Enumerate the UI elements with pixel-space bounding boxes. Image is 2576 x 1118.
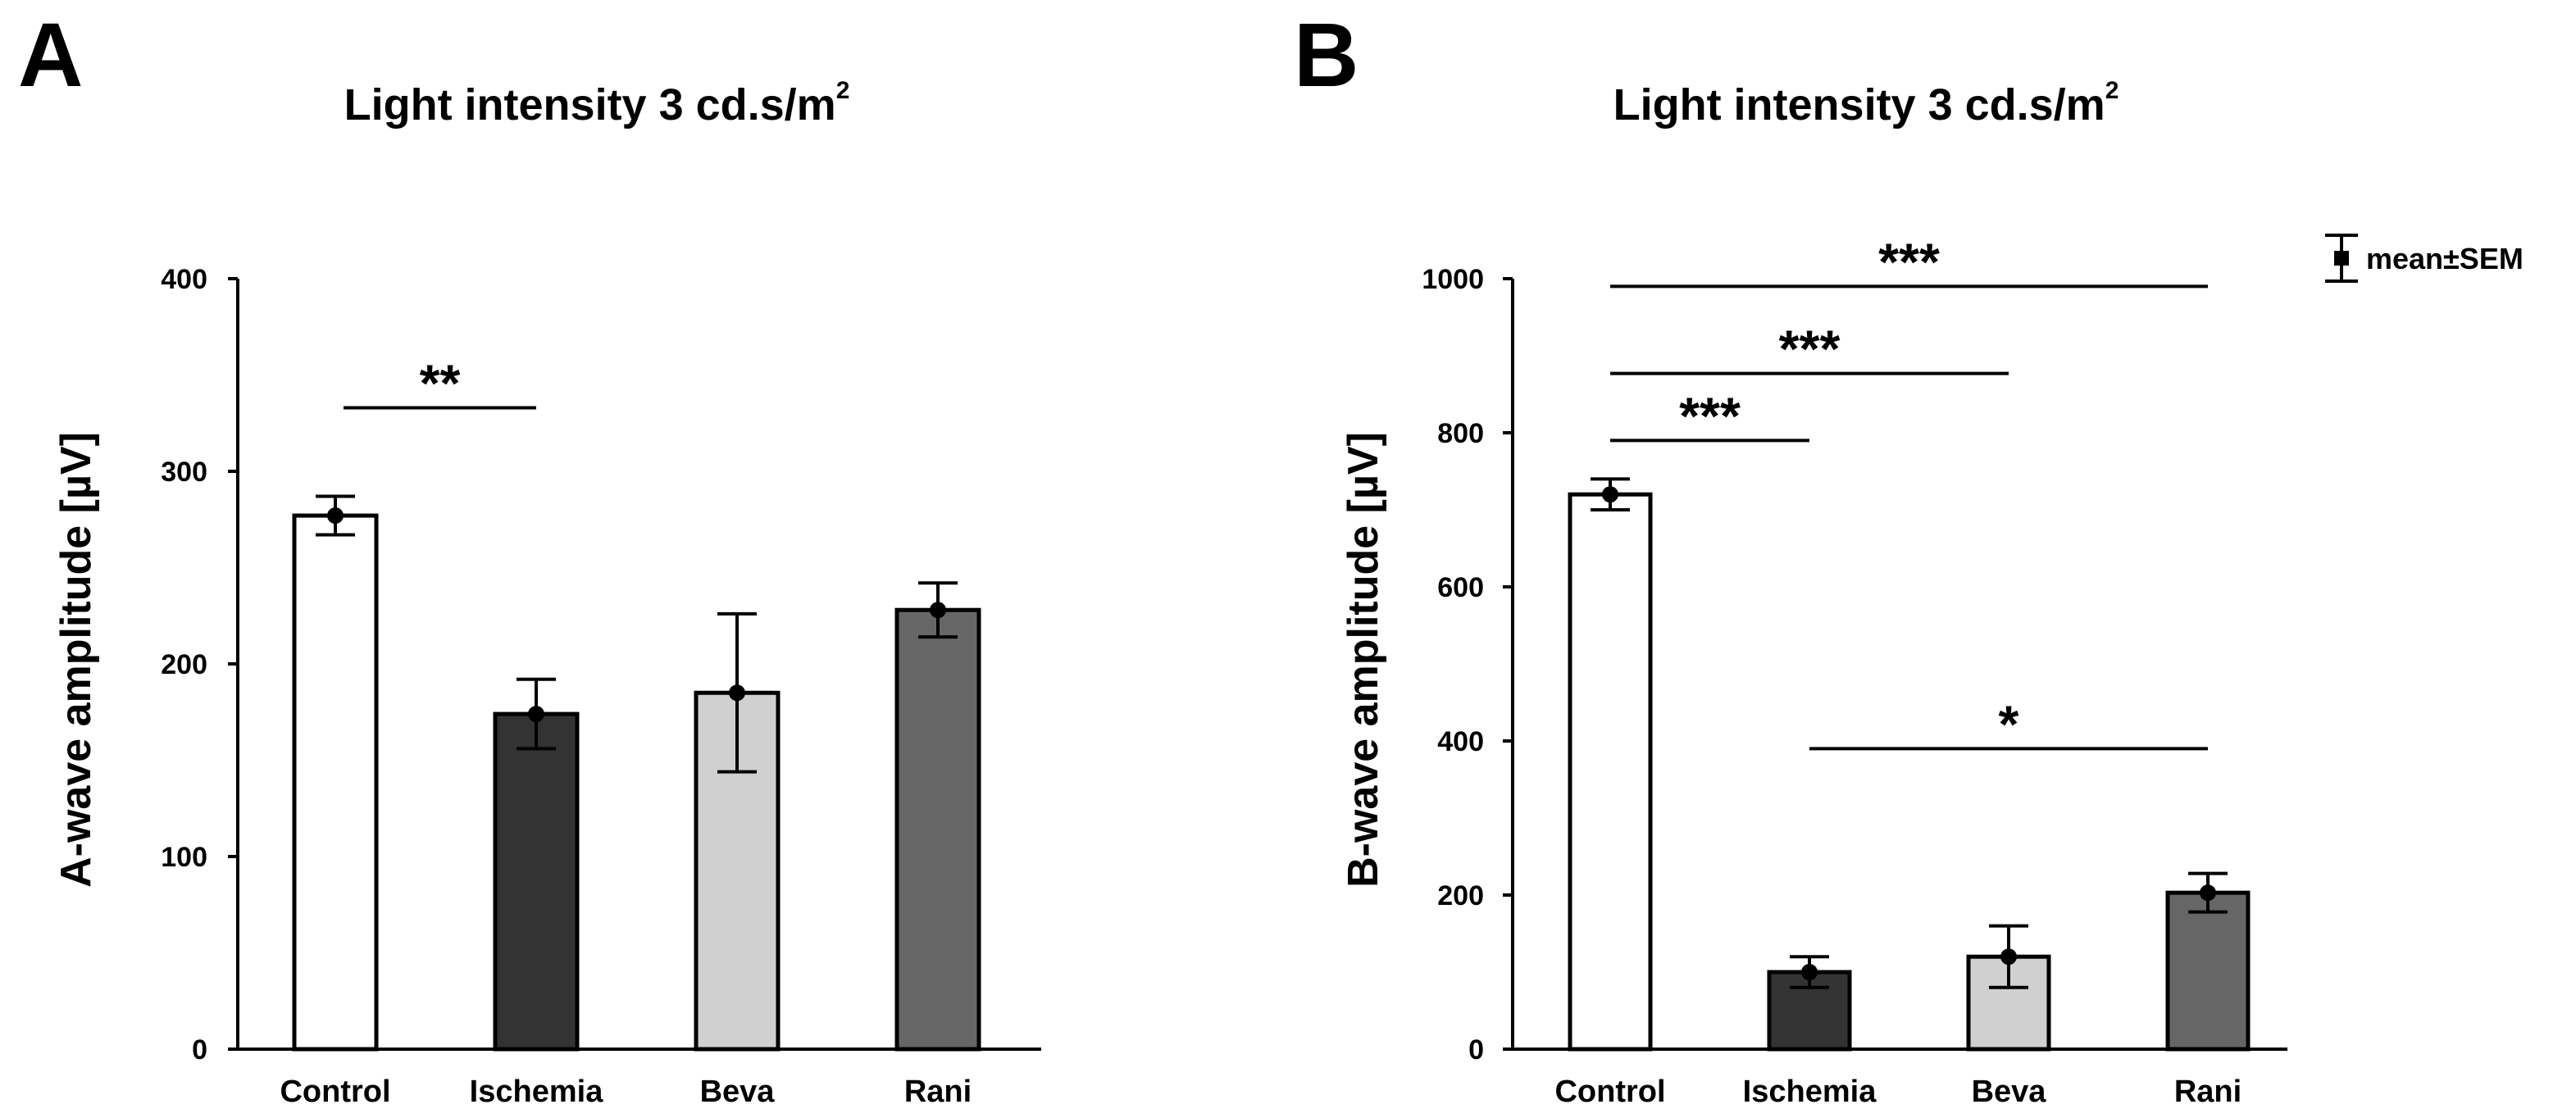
bar-rani: [2165, 890, 2251, 1052]
chart-title: Light intensity 3 cd.s/m2: [344, 77, 850, 130]
chart-panel-a: A Light intensity 3 cd.s/m2 0 100 200 300 400 A…: [18, 5, 1041, 1109]
x-tick-label: Rani: [904, 1075, 972, 1109]
x-tick-label: Control: [280, 1075, 390, 1109]
bar-ischemia: [493, 711, 580, 1052]
y-tick-label: 100: [161, 842, 207, 873]
significance-label: **: [420, 353, 461, 412]
x-tick-label: Control: [1554, 1075, 1665, 1109]
bar-control: [292, 513, 379, 1052]
bar-beva: [694, 690, 781, 1052]
x-tick-label: Ischemia: [1743, 1075, 1877, 1109]
y-tick-label: 300: [161, 457, 207, 488]
y-axis-label: B-wave amplitude [µV]: [1340, 432, 1387, 888]
mean-point: [729, 684, 745, 702]
y-axis-label: A-wave amplitude [µV]: [52, 432, 100, 888]
mean-point: [930, 602, 946, 619]
significance-label: ***: [1878, 232, 1940, 291]
significance-label: ***: [1779, 320, 1841, 379]
y-tick-label: 200: [161, 649, 207, 680]
mean-point: [1801, 964, 1818, 980]
x-tick-label: Beva: [700, 1075, 776, 1109]
panel-letter: B: [1294, 5, 1359, 106]
y-tick-label: 400: [1437, 726, 1484, 757]
y-tick-label: 1000: [1422, 264, 1484, 295]
legend-label: mean±SEM: [2366, 242, 2524, 275]
panel-letter: A: [18, 5, 83, 106]
mean-point: [2000, 948, 2017, 966]
y-tick-label: 600: [1437, 572, 1484, 603]
x-tick-label: Rani: [2174, 1075, 2241, 1109]
y-tick-label: 400: [161, 264, 207, 295]
mean-point: [1602, 486, 1618, 503]
mean-point: [327, 507, 344, 525]
y-tick-label: 200: [1437, 880, 1484, 911]
y-tick-label: 800: [1437, 418, 1484, 449]
bar-rani: [894, 607, 981, 1052]
mean-point: [528, 706, 544, 723]
legend: mean±SEM: [2325, 234, 2524, 283]
mean-point: [2200, 884, 2216, 902]
y-tick-label: 0: [192, 1034, 207, 1066]
bar-control: [1568, 492, 1653, 1052]
chart-panel-b: B Light intensity 3 cd.s/m2 0 200 400 600 800 1…: [1294, 5, 2524, 1109]
x-tick-label: Ischemia: [470, 1075, 604, 1109]
significance-label: ***: [1679, 386, 1741, 445]
y-tick-label: 0: [1468, 1034, 1484, 1066]
significance-label: *: [1999, 694, 2019, 753]
x-tick-label: Beva: [1972, 1075, 2047, 1109]
chart-title: Light intensity 3 cd.s/m2: [1613, 77, 2119, 130]
legend-marker: [2334, 251, 2349, 266]
